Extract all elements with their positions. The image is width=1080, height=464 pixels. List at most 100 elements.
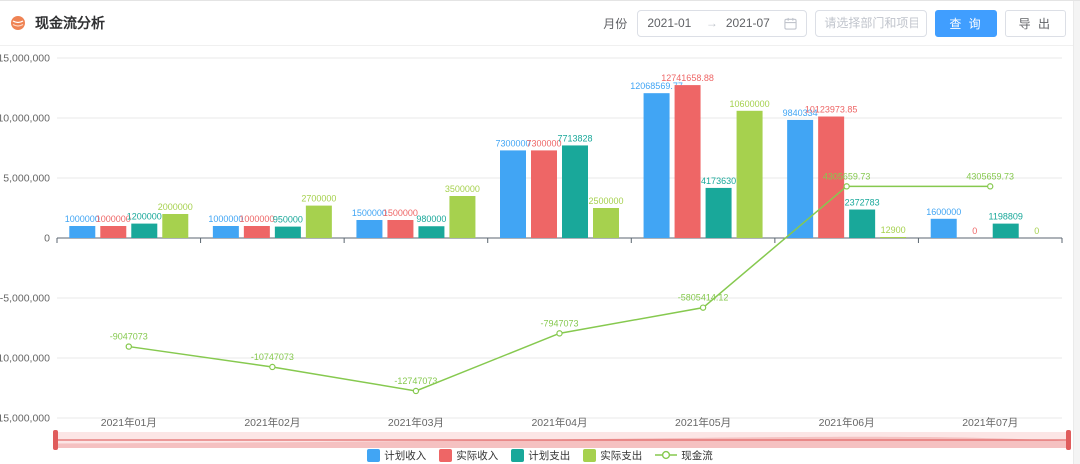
line-point[interactable] [556, 330, 563, 337]
date-range-separator-icon: → [705, 16, 718, 30]
line-point[interactable] [843, 183, 850, 190]
bar-value-label: 950000 [273, 215, 303, 225]
bar-value-label: 2700000 [301, 194, 336, 204]
legend-swatch-icon [367, 448, 381, 462]
chart-bar[interactable] [643, 93, 670, 239]
x-axis-label: 2021年07月 [962, 416, 1018, 429]
legend-label: 实际支出 [600, 449, 643, 462]
bar-value-label: 3500000 [445, 184, 480, 194]
chart-bar[interactable] [531, 150, 557, 238]
legend-item-5[interactable]: 现金流 [655, 448, 713, 463]
bar-value-label: 0 [972, 226, 977, 236]
bar-value-label: 980000 [416, 214, 446, 224]
bar-value-label: 1500000 [352, 208, 387, 218]
legend-swatch-icon [583, 448, 597, 462]
line-point[interactable] [412, 387, 420, 395]
chart-bar[interactable] [449, 196, 476, 238]
line-point[interactable] [987, 183, 994, 190]
chart-bar[interactable] [787, 119, 814, 238]
cashflow-chart-canvas: 15,000,000 10,000,000 5,000,000 0 -5,000,000… [0, 53, 1063, 429]
chart-bar[interactable] [356, 220, 383, 238]
line-value-label: -10747073 [251, 352, 294, 362]
y-axis-label: 0 [44, 233, 50, 245]
legend-label: 实际收入 [456, 449, 499, 462]
chart-bar[interactable] [305, 205, 332, 238]
date-start-value[interactable]: 2021-01 [647, 16, 692, 30]
bar-value-label: 1600000 [926, 207, 961, 217]
date-end-value[interactable]: 2021-07 [725, 16, 770, 30]
y-axis-label: -10,000,000 [0, 353, 50, 365]
chart-bar[interactable] [69, 226, 96, 238]
bar-value-label: 12900 [881, 225, 906, 235]
chart-bar[interactable] [930, 218, 957, 238]
chart-bar[interactable] [243, 226, 270, 238]
x-axis-label: 2021年03月 [388, 416, 444, 429]
chart-bar[interactable] [736, 110, 763, 238]
bar-value-label: 4173630 [701, 176, 736, 186]
x-axis-label: 2021年06月 [819, 416, 875, 429]
bar-value-label: 1000000 [96, 214, 131, 224]
chart-bar[interactable] [562, 145, 588, 238]
chart-bar[interactable] [705, 187, 732, 238]
bar-value-label: 0 [1034, 226, 1039, 236]
bar-value-label: 7713828 [557, 133, 592, 143]
legend-item-2[interactable]: 实际收入 [439, 448, 498, 463]
bar-value-label: 1000000 [239, 214, 274, 224]
bar-value-label: 12741658.88 [661, 73, 714, 83]
datazoom-shadow [55, 436, 1069, 448]
month-range-picker[interactable]: 2021-01 → 2021-07 [637, 9, 808, 37]
chart-bar[interactable] [274, 226, 301, 238]
department-project-input[interactable] [815, 9, 928, 37]
bar-value-label: 1200000 [127, 212, 162, 222]
bar-value-label: 10123973.85 [805, 105, 858, 115]
chart-bar[interactable] [818, 116, 845, 238]
legend-item-1[interactable]: 计划收入 [367, 448, 426, 463]
bar-value-label: 1198809 [989, 212, 1023, 222]
line-value-label: -9047073 [110, 332, 148, 342]
datazoom-left-handle[interactable] [53, 430, 58, 450]
chart-bar[interactable] [674, 85, 701, 238]
bar-value-label: 2372783 [845, 198, 880, 208]
legend-label: 计划支出 [528, 449, 571, 462]
y-axis-label: -15,000,000 [0, 413, 50, 425]
chart-bar[interactable] [131, 223, 158, 238]
legend-item-4[interactable]: 实际支出 [583, 448, 642, 463]
chart-bar[interactable] [418, 226, 445, 238]
legend-line-icon [655, 450, 678, 460]
page-title: 现金流分析 [35, 15, 105, 31]
y-axis-label: 10,000,000 [0, 113, 50, 125]
x-axis-label: 2021年01月 [101, 416, 157, 429]
datazoom-right-handle[interactable] [1066, 430, 1071, 450]
line-value-label: -7947073 [540, 318, 578, 328]
chart-bar[interactable] [992, 223, 1019, 238]
chart-bar[interactable] [100, 226, 127, 238]
line-point[interactable] [125, 343, 132, 350]
chart-bar[interactable] [212, 226, 239, 238]
bar-value-label: 2500000 [588, 196, 623, 206]
bar-value-label: 10600000 [730, 99, 770, 109]
x-axis-label: 2021年04月 [531, 416, 587, 429]
x-axis-label: 2021年02月 [244, 416, 300, 429]
chart-bar[interactable] [880, 237, 907, 238]
query-button[interactable]: 查 询 [935, 9, 997, 37]
bar-value-label: 2000000 [158, 202, 193, 212]
line-point[interactable] [699, 304, 707, 311]
y-axis-label: 15,000,000 [0, 53, 50, 65]
legend-label: 计划收入 [384, 449, 427, 462]
chart-bar[interactable] [387, 220, 414, 238]
line-point[interactable] [269, 363, 276, 371]
legend-item-3[interactable]: 计划支出 [511, 448, 570, 463]
legend-swatch-icon [511, 448, 525, 462]
chart-bar[interactable] [500, 150, 526, 238]
header-controls: 月份 2021-01 → 2021-07 查 询 导 出 [603, 9, 1066, 37]
export-button[interactable]: 导 出 [1004, 9, 1066, 37]
calendar-icon [784, 17, 797, 30]
datazoom-slider[interactable] [53, 430, 1071, 450]
chart-bar[interactable] [593, 208, 619, 238]
chart-bar[interactable] [162, 214, 189, 238]
bar-value-label: 7300000 [526, 138, 561, 148]
bar-value-label: 12068569.77 [630, 81, 683, 91]
chart-bar[interactable] [849, 209, 876, 238]
page-scrollbar[interactable] [1073, 1, 1080, 464]
bar-value-label: 1000000 [65, 214, 100, 224]
